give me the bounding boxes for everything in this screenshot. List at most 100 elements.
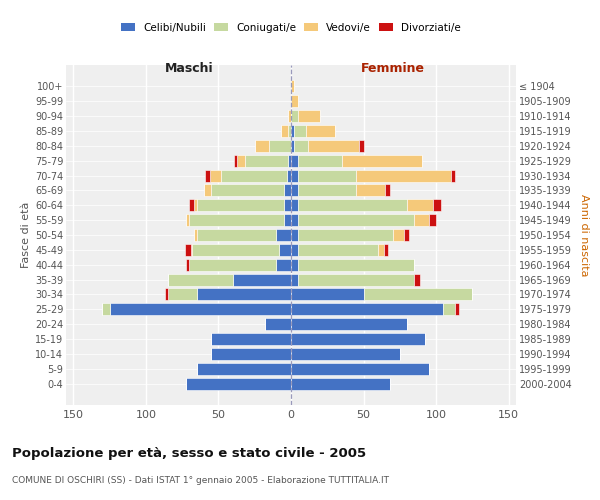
Bar	[384, 244, 388, 256]
Bar	[291, 304, 443, 315]
Legend: Celibi/Nubili, Coniugati/e, Vedovi/e, Divorziati/e: Celibi/Nubili, Coniugati/e, Vedovi/e, Di…	[121, 22, 461, 32]
Bar	[433, 200, 440, 211]
Bar	[298, 155, 342, 166]
Bar	[187, 378, 291, 390]
Bar	[265, 318, 291, 330]
Bar	[291, 125, 294, 137]
Bar	[294, 140, 308, 152]
Bar	[308, 140, 359, 152]
Bar	[284, 214, 291, 226]
Bar	[284, 184, 291, 196]
Bar	[197, 363, 291, 374]
Bar	[288, 110, 291, 122]
Bar	[385, 184, 390, 196]
Bar	[305, 125, 335, 137]
Bar	[280, 244, 291, 256]
Bar	[269, 140, 291, 152]
Bar	[451, 170, 455, 181]
Bar	[429, 214, 436, 226]
Bar	[291, 110, 298, 122]
Bar	[291, 348, 400, 360]
Bar	[298, 244, 378, 256]
Bar	[255, 140, 269, 152]
Bar	[298, 170, 356, 181]
Bar	[298, 274, 415, 285]
Bar	[356, 184, 385, 196]
Bar	[237, 155, 245, 166]
Bar	[192, 244, 280, 256]
Bar	[190, 200, 194, 211]
Bar	[211, 348, 291, 360]
Bar	[415, 214, 429, 226]
Bar	[194, 229, 197, 241]
Bar	[277, 259, 291, 270]
Bar	[205, 170, 210, 181]
Bar	[221, 170, 287, 181]
Text: Maschi: Maschi	[165, 62, 214, 74]
Bar	[187, 259, 190, 270]
Bar	[291, 259, 298, 270]
Bar	[211, 184, 284, 196]
Bar	[443, 304, 455, 315]
Bar	[165, 288, 167, 300]
Bar	[364, 288, 472, 300]
Bar	[356, 170, 451, 181]
Bar	[291, 170, 298, 181]
Text: Femmine: Femmine	[361, 62, 425, 74]
Bar	[245, 155, 288, 166]
Bar	[359, 140, 364, 152]
Bar	[298, 184, 356, 196]
Bar	[185, 244, 191, 256]
Bar	[204, 184, 211, 196]
Bar	[277, 229, 291, 241]
Bar	[455, 304, 460, 315]
Bar	[378, 244, 384, 256]
Text: Popolazione per età, sesso e stato civile - 2005: Popolazione per età, sesso e stato civil…	[12, 448, 366, 460]
Bar	[210, 170, 221, 181]
Bar	[298, 259, 415, 270]
Bar	[197, 229, 277, 241]
Bar	[294, 125, 305, 137]
Bar	[197, 200, 284, 211]
Bar	[281, 125, 288, 137]
Bar	[291, 140, 294, 152]
Bar	[110, 304, 291, 315]
Text: COMUNE DI OSCHIRI (SS) - Dati ISTAT 1° gennaio 2005 - Elaborazione TUTTITALIA.IT: COMUNE DI OSCHIRI (SS) - Dati ISTAT 1° g…	[12, 476, 389, 485]
Bar	[291, 229, 298, 241]
Bar	[197, 288, 291, 300]
Bar	[190, 214, 284, 226]
Bar	[194, 200, 197, 211]
Bar	[291, 333, 425, 345]
Bar	[291, 184, 298, 196]
Bar	[291, 288, 364, 300]
Bar	[298, 229, 392, 241]
Bar	[287, 170, 291, 181]
Bar	[187, 214, 190, 226]
Bar	[191, 244, 192, 256]
Bar	[291, 363, 429, 374]
Bar	[291, 318, 407, 330]
Bar	[291, 214, 298, 226]
Bar	[167, 274, 233, 285]
Bar	[342, 155, 422, 166]
Bar	[288, 155, 291, 166]
Bar	[284, 200, 291, 211]
Y-axis label: Fasce di età: Fasce di età	[20, 202, 31, 268]
Bar	[233, 274, 291, 285]
Bar	[291, 200, 298, 211]
Bar	[291, 378, 390, 390]
Bar	[392, 229, 404, 241]
Bar	[298, 200, 407, 211]
Bar	[298, 110, 320, 122]
Bar	[288, 125, 291, 137]
Y-axis label: Anni di nascita: Anni di nascita	[578, 194, 589, 276]
Bar	[291, 96, 298, 107]
Bar	[415, 274, 420, 285]
Bar	[291, 80, 294, 92]
Bar	[235, 155, 237, 166]
Bar	[298, 214, 415, 226]
Bar	[407, 200, 433, 211]
Bar	[102, 304, 110, 315]
Bar	[291, 155, 298, 166]
Bar	[291, 244, 298, 256]
